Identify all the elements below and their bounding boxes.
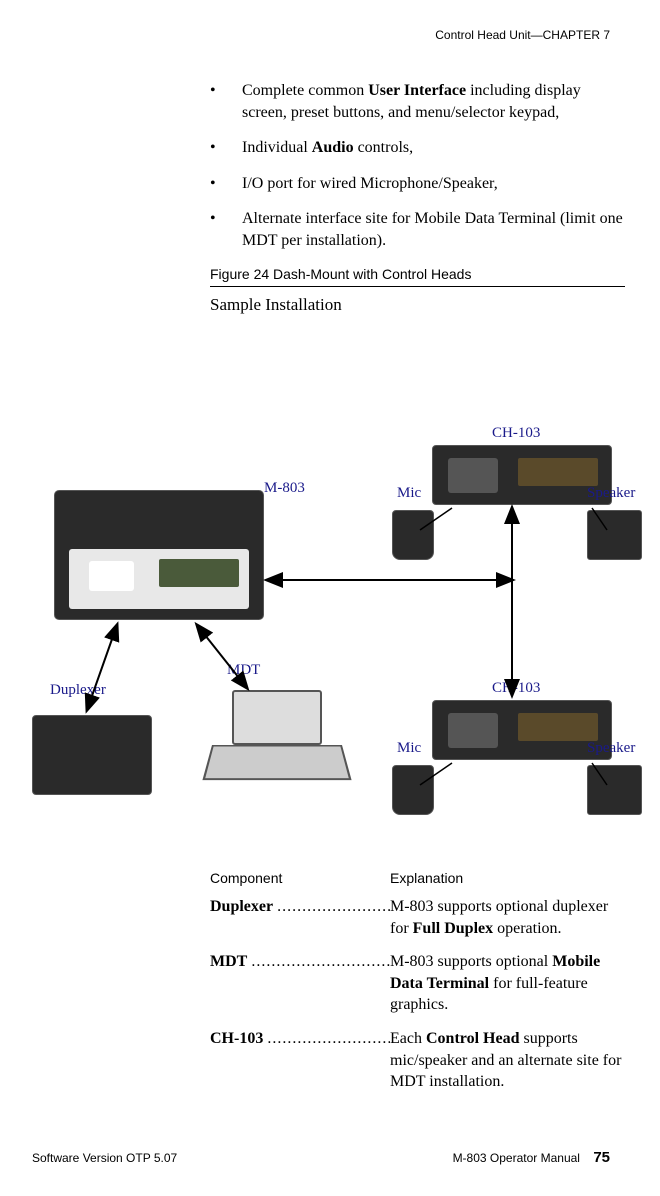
bullet-text: Alternate interface site for Mobile Data… <box>242 208 625 251</box>
bullet-marker: • <box>210 137 242 159</box>
bullet-text: Complete common User Interface including… <box>242 80 625 123</box>
component-explanation: M-803 supports optional duplexer for Ful… <box>390 896 630 939</box>
component-name: Duplexer <box>210 896 390 939</box>
component-table: Component Explanation Duplexer M-803 sup… <box>210 870 630 1105</box>
footer-manual: M-803 Operator Manual <box>453 1151 580 1165</box>
col-header-component: Component <box>210 870 390 886</box>
bullet-item: •Individual Audio controls, <box>210 137 625 159</box>
page-header: Control Head Unit—CHAPTER 7 <box>435 28 610 42</box>
component-name: MDT <box>210 951 390 1016</box>
table-row: CH-103 Each Control Head supports mic/sp… <box>210 1028 630 1093</box>
figure-caption: Figure 24 Dash-Mount with Control Heads <box>210 266 625 287</box>
page-footer: Software Version OTP 5.07 M-803 Operator… <box>32 1149 610 1166</box>
bullet-text: Individual Audio controls, <box>242 137 625 159</box>
footer-version: Software Version OTP 5.07 <box>32 1151 177 1165</box>
diagram-arrows <box>32 430 642 850</box>
component-explanation: Each Control Head supports mic/speaker a… <box>390 1028 630 1093</box>
page-number: 75 <box>593 1149 610 1166</box>
bullet-marker: • <box>210 80 242 123</box>
table-row: MDT M-803 supports optional Mobile Data … <box>210 951 630 1016</box>
bullet-item: •Complete common User Interface includin… <box>210 80 625 123</box>
bullet-marker: • <box>210 208 242 251</box>
bullet-text: I/O port for wired Microphone/Speaker, <box>242 173 625 195</box>
installation-diagram: M-803 Duplexer MDT CH-103 Mic Speaker CH… <box>32 430 642 850</box>
table-row: Duplexer M-803 supports optional duplexe… <box>210 896 630 939</box>
bullet-item: •I/O port for wired Microphone/Speaker, <box>210 173 625 195</box>
body-content: •Complete common User Interface includin… <box>210 80 625 325</box>
component-name: CH-103 <box>210 1028 390 1093</box>
component-explanation: M-803 supports optional Mobile Data Term… <box>390 951 630 1016</box>
col-header-explanation: Explanation <box>390 870 463 886</box>
sample-label: Sample Installation <box>210 295 625 315</box>
bullet-item: •Alternate interface site for Mobile Dat… <box>210 208 625 251</box>
bullet-marker: • <box>210 173 242 195</box>
